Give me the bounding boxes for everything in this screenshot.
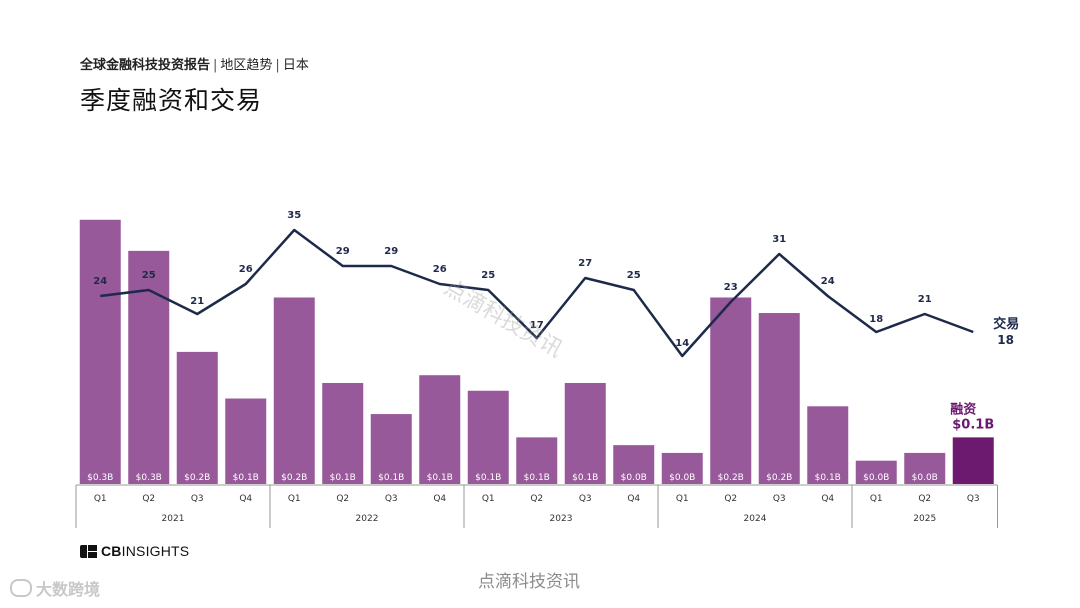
watermark-corner: 大数跨境 bbox=[10, 576, 100, 600]
year-label: 2021 bbox=[162, 514, 185, 524]
x-tick-label: Q4 bbox=[627, 494, 640, 504]
x-tick-label: Q2 bbox=[142, 494, 155, 504]
x-tick-label: Q1 bbox=[482, 494, 495, 504]
deals-point-label: 27 bbox=[578, 258, 592, 269]
x-tick-label: Q3 bbox=[191, 494, 204, 504]
funding-bar-label: $0.1B bbox=[330, 473, 356, 483]
funding-bar-label: $0.1B bbox=[815, 473, 841, 483]
watermark-logo-icon bbox=[10, 579, 32, 597]
funding-latest-value: $0.1B bbox=[952, 417, 994, 432]
x-tick-label: Q2 bbox=[724, 494, 737, 504]
funding-bar bbox=[322, 382, 364, 484]
year-label: 2025 bbox=[913, 514, 936, 524]
funding-bar bbox=[467, 390, 509, 484]
deals-point-label: 25 bbox=[627, 270, 641, 281]
funding-bar bbox=[79, 219, 121, 484]
x-tick-label: Q3 bbox=[967, 494, 980, 504]
funding-bar bbox=[128, 250, 170, 484]
deals-point-label: 24 bbox=[93, 276, 107, 287]
deals-point-label: 17 bbox=[530, 320, 544, 331]
report-header: 全球金融科技投资报告 | 地区趋势 | 日本 季度融资和交易 bbox=[80, 54, 309, 117]
cbinsights-logo: CBINSIGHTS bbox=[80, 543, 189, 559]
year-label: 2024 bbox=[744, 514, 767, 524]
deals-latest-value: 18 bbox=[997, 333, 1014, 347]
x-tick-label: Q4 bbox=[821, 494, 834, 504]
cbinsights-logo-icon bbox=[80, 544, 97, 558]
deals-point-label: 26 bbox=[433, 264, 447, 275]
funding-bar-label: $0.1B bbox=[233, 473, 259, 483]
funding-bar bbox=[176, 351, 218, 484]
funding-bar bbox=[661, 452, 703, 484]
funding-bar bbox=[904, 452, 946, 484]
year-label: 2022 bbox=[356, 514, 379, 524]
x-tick-label: Q3 bbox=[579, 494, 592, 504]
funding-bar bbox=[855, 460, 897, 484]
funding-bar bbox=[758, 313, 800, 484]
funding-bar-label: $0.1B bbox=[378, 473, 404, 483]
deals-point-label: 29 bbox=[336, 246, 350, 257]
country-label: 日本 bbox=[282, 58, 309, 73]
page-title: 季度融资和交易 bbox=[80, 86, 263, 115]
deals-point-label: 23 bbox=[724, 282, 738, 293]
funding-bar-label: $0.2B bbox=[184, 473, 210, 483]
year-label: 2023 bbox=[550, 514, 573, 524]
region-label: 地区趋势 bbox=[220, 58, 273, 73]
deals-point-label: 35 bbox=[287, 210, 301, 221]
funding-bar bbox=[564, 382, 606, 484]
funding-bar bbox=[273, 297, 315, 484]
x-tick-label: Q2 bbox=[336, 494, 349, 504]
funding-bar bbox=[952, 437, 994, 484]
funding-bar-label: $0.2B bbox=[718, 473, 744, 483]
deals-point-label: 29 bbox=[384, 246, 398, 257]
x-tick-label: Q4 bbox=[433, 494, 446, 504]
x-tick-label: Q1 bbox=[676, 494, 689, 504]
funding-bar bbox=[370, 414, 412, 484]
deals-line bbox=[100, 228, 974, 358]
funding-bar-label: $0.1B bbox=[524, 473, 550, 483]
deals-point-label: 25 bbox=[481, 270, 495, 281]
x-tick-label: Q4 bbox=[239, 494, 252, 504]
funding-bar bbox=[710, 297, 752, 484]
watermark-bottom: 点滴科技资讯 bbox=[478, 572, 580, 592]
deals-point-label: 24 bbox=[821, 276, 835, 287]
deals-point-label: 21 bbox=[918, 294, 932, 305]
funding-bar-label: $0.0B bbox=[863, 473, 889, 483]
funding-bar-label: $0.1B bbox=[572, 473, 598, 483]
funding-bar-label: $0.3B bbox=[136, 473, 162, 483]
deals-series-label: 交易 bbox=[993, 316, 1019, 332]
x-tick-label: Q1 bbox=[94, 494, 107, 504]
x-tick-label: Q1 bbox=[870, 494, 883, 504]
report-name: 全球金融科技投资报告 bbox=[80, 58, 211, 73]
funding-series-label: 融资 bbox=[950, 401, 976, 417]
funding-bar-label: $0.0B bbox=[669, 473, 695, 483]
deals-point-label: 18 bbox=[869, 314, 883, 325]
funding-bar bbox=[516, 437, 558, 484]
funding-bar bbox=[225, 398, 267, 484]
deals-point-label: 25 bbox=[142, 270, 156, 281]
funding-bar bbox=[419, 375, 461, 484]
x-tick-label: Q3 bbox=[773, 494, 786, 504]
deals-point-label: 31 bbox=[772, 234, 786, 245]
funding-bar-label: $0.1B bbox=[427, 473, 453, 483]
funding-bar-label: $0.2B bbox=[766, 473, 792, 483]
deals-point-label: 14 bbox=[675, 338, 689, 349]
funding-bar-label: $0.0B bbox=[912, 473, 938, 483]
x-tick-label: Q1 bbox=[288, 494, 301, 504]
funding-bar bbox=[613, 445, 655, 484]
funding-bar-label: $0.3B bbox=[87, 473, 113, 483]
breadcrumb: 全球金融科技投资报告 | 地区趋势 | 日本 bbox=[80, 58, 309, 73]
deals-point-label: 26 bbox=[239, 264, 253, 275]
funding-bar-label: $0.2B bbox=[281, 473, 307, 483]
x-tick-label: Q2 bbox=[530, 494, 543, 504]
funding-bar-label: $0.0B bbox=[621, 473, 647, 483]
x-tick-label: Q3 bbox=[385, 494, 398, 504]
x-tick-label: Q2 bbox=[918, 494, 931, 504]
deals-point-label: 21 bbox=[190, 296, 204, 307]
funding-bar-label: $0.1B bbox=[475, 473, 501, 483]
funding-bar bbox=[807, 406, 849, 484]
